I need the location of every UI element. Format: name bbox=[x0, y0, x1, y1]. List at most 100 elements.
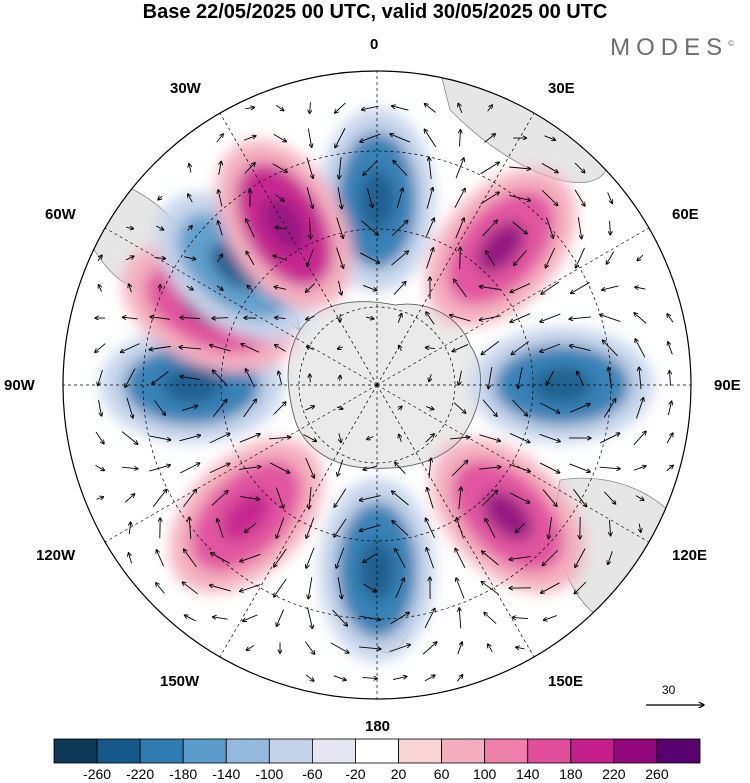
wind-arrow bbox=[599, 467, 621, 469]
wind-arrow bbox=[639, 523, 641, 533]
wind-arrow bbox=[392, 491, 409, 506]
wind-arrow bbox=[216, 285, 223, 291]
wind-arrow bbox=[540, 343, 561, 352]
wind-arrow bbox=[513, 250, 527, 265]
wind-arrow bbox=[98, 399, 101, 416]
wind-arrow bbox=[306, 547, 315, 568]
wind-arrow bbox=[307, 249, 314, 266]
wind-arrow bbox=[129, 284, 132, 293]
wind-arrow bbox=[339, 157, 342, 179]
wind-arrow bbox=[306, 157, 313, 178]
wind-arrow bbox=[335, 128, 346, 148]
wind-arrow bbox=[458, 487, 461, 509]
wind-arrow bbox=[573, 488, 586, 507]
wind-arrow bbox=[96, 497, 103, 500]
polar-map bbox=[62, 70, 750, 735]
colorbar-segment bbox=[441, 738, 486, 764]
wind-arrow bbox=[424, 675, 435, 682]
wind-arrow bbox=[575, 247, 585, 268]
wind-arrow bbox=[243, 136, 256, 141]
wind-arrow bbox=[306, 187, 313, 208]
colorbar-segment bbox=[311, 738, 356, 764]
wind-arrow bbox=[183, 489, 196, 508]
wind-arrow bbox=[359, 524, 381, 531]
wind-arrow bbox=[636, 398, 643, 419]
wind-arrow bbox=[305, 283, 315, 293]
wind-arrow bbox=[484, 134, 496, 143]
wind-arrow bbox=[482, 399, 497, 417]
wind-arrow bbox=[340, 313, 341, 322]
wind-arrow bbox=[569, 463, 590, 472]
wind-arrow bbox=[334, 488, 347, 508]
colorbar-segment bbox=[398, 738, 442, 764]
wind-arrow bbox=[244, 163, 255, 174]
wind-arrow bbox=[569, 316, 591, 319]
anomaly-center bbox=[262, 197, 307, 253]
wind-arrow bbox=[309, 487, 312, 509]
wind-arrow bbox=[479, 467, 501, 470]
wind-arrow bbox=[392, 106, 409, 111]
wind-arrow bbox=[156, 550, 165, 567]
wind-arrow bbox=[126, 227, 133, 229]
wind-arrow bbox=[218, 161, 222, 175]
wind-arrow bbox=[509, 433, 530, 442]
wind-arrow bbox=[480, 162, 500, 175]
wind-arrow bbox=[454, 279, 467, 298]
meridian-line bbox=[376, 227, 650, 386]
colorbar-tick-label: 60 bbox=[433, 766, 450, 782]
wind-arrow bbox=[98, 284, 101, 292]
lon-label-90w: 90W bbox=[4, 377, 35, 394]
anomaly-layer bbox=[100, 108, 654, 662]
coastline-layer bbox=[287, 301, 481, 469]
wind-arrow bbox=[367, 437, 374, 440]
colorbar-tick-label: -220 bbox=[126, 766, 155, 782]
wind-arrow bbox=[308, 577, 313, 599]
wind-arrow bbox=[425, 347, 435, 348]
wind-arrow bbox=[184, 257, 196, 260]
wind-arrow bbox=[189, 163, 191, 173]
wind-arrow bbox=[426, 248, 434, 269]
wind-arrow bbox=[186, 285, 194, 290]
wind-arrow bbox=[509, 492, 530, 503]
wind-arrow bbox=[542, 489, 557, 507]
wind-arrow bbox=[609, 520, 610, 536]
wind-arrow bbox=[188, 194, 193, 203]
wind-arrow bbox=[670, 371, 671, 386]
wind-arrow bbox=[245, 107, 254, 108]
wind-arrow bbox=[569, 404, 590, 413]
wind-arrow bbox=[512, 399, 527, 416]
wind-arrow bbox=[389, 644, 411, 652]
wind-arrow bbox=[425, 218, 435, 239]
wind-arrow bbox=[310, 374, 311, 383]
wind-arrow bbox=[276, 517, 285, 539]
wind-arrow bbox=[330, 642, 349, 653]
wind-arrow bbox=[451, 460, 468, 477]
wind-arrow bbox=[541, 162, 558, 172]
wind-arrow bbox=[126, 397, 133, 418]
wind-arrow bbox=[180, 317, 201, 318]
wind-arrow bbox=[574, 162, 585, 173]
wind-arrow bbox=[95, 431, 104, 444]
reference-vector-label: 30 bbox=[662, 683, 676, 697]
wind-arrow bbox=[481, 341, 500, 354]
meridian-line bbox=[219, 112, 378, 386]
wind-arrow bbox=[124, 494, 134, 503]
wind-arrow bbox=[488, 367, 493, 389]
wind-arrow bbox=[450, 437, 470, 439]
wind-arrow bbox=[209, 433, 230, 444]
wind-arrow bbox=[454, 188, 465, 208]
colorbar-tick-label: 220 bbox=[602, 766, 626, 782]
anomaly-center bbox=[162, 367, 222, 403]
wind-arrow bbox=[456, 578, 465, 599]
wind-arrow bbox=[600, 314, 621, 323]
wind-arrow bbox=[156, 583, 165, 594]
wind-arrow bbox=[602, 285, 619, 290]
wind-arrow bbox=[275, 194, 285, 202]
wind-arrow bbox=[426, 187, 433, 209]
wind-arrow bbox=[482, 551, 499, 566]
wind-arrow bbox=[182, 582, 199, 595]
wind-arrow bbox=[275, 104, 284, 111]
wind-arrow bbox=[275, 345, 286, 352]
wind-arrow bbox=[158, 196, 162, 200]
